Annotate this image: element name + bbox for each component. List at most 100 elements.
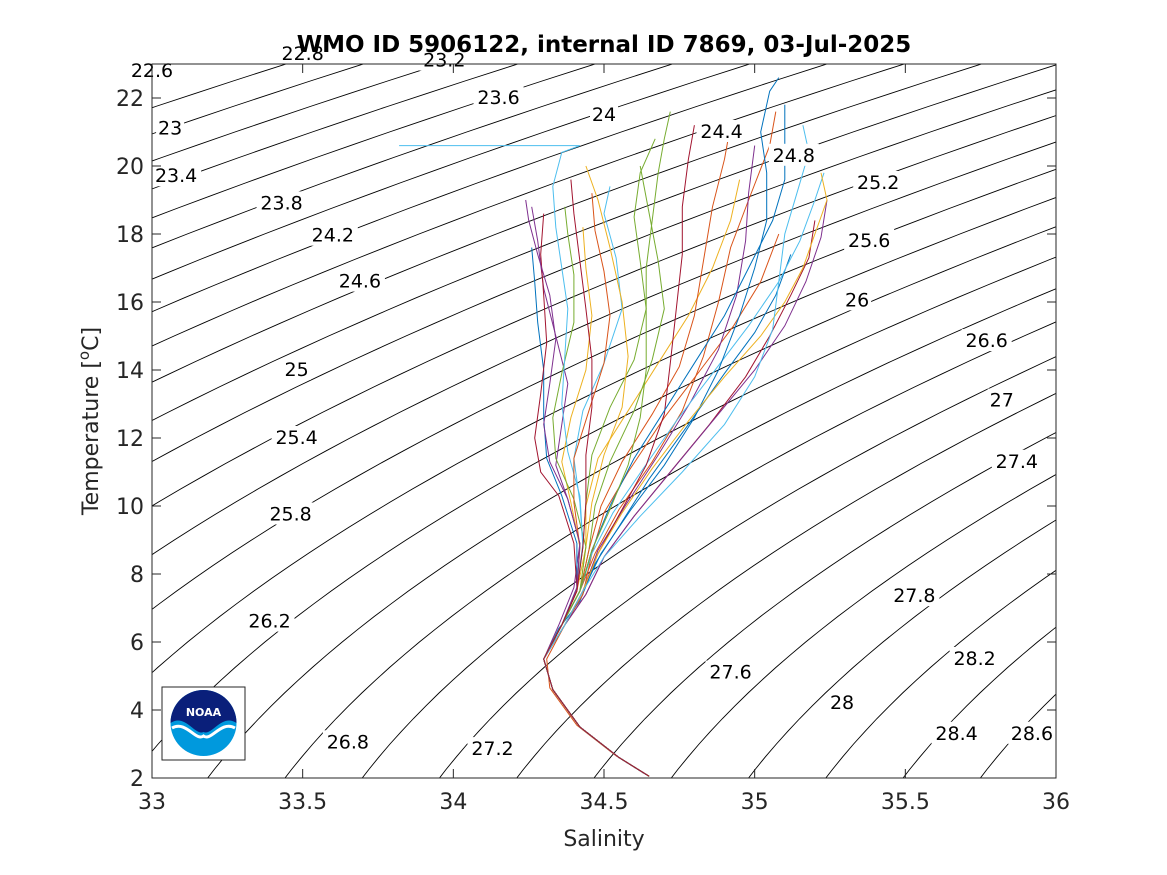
x-axis-ticks: 33 33.5 34 34.5 35 35.5 36 bbox=[138, 64, 1070, 815]
density-contour-26.4 bbox=[361, 321, 1056, 778]
y-tick-label-22: 22 bbox=[116, 87, 144, 112]
contour-label-26.6: 26.6 bbox=[966, 330, 1008, 352]
contour-label-23: 23 bbox=[158, 118, 182, 140]
density-contour-labels: 22.622.8 23.22323.62424.423.424.823.825.2… bbox=[127, 41, 1057, 760]
contour-label-bg-28.4 bbox=[931, 721, 982, 744]
density-contour-24 bbox=[152, 64, 829, 313]
contour-label-bg-27 bbox=[987, 388, 1016, 411]
contour-label-bg-25 bbox=[282, 358, 311, 380]
contour-label-28.4: 28.4 bbox=[935, 723, 977, 745]
density-contour-27.6 bbox=[825, 569, 1056, 778]
contour-label-bg-27.2 bbox=[467, 737, 518, 760]
density-contour-27.2 bbox=[670, 473, 1056, 778]
density-contour-24.4 bbox=[152, 64, 983, 383]
contour-label-bg-23.8 bbox=[256, 191, 307, 214]
contour-label-27.6: 27.6 bbox=[709, 662, 751, 684]
y-tick-label-2: 2 bbox=[130, 767, 144, 792]
y-tick-label-16: 16 bbox=[116, 291, 144, 316]
density-contour-26.8 bbox=[516, 392, 1056, 778]
density-contour-27.4 bbox=[748, 519, 1056, 778]
density-contour-23.6 bbox=[152, 64, 674, 249]
contour-label-bg-24 bbox=[590, 103, 618, 125]
contour-label-bg-23.6 bbox=[473, 86, 524, 108]
contour-label-26.2: 26.2 bbox=[248, 611, 290, 633]
contour-label-bg-28 bbox=[828, 691, 857, 714]
contour-label-28.6: 28.6 bbox=[1011, 723, 1053, 745]
contour-label-bg-26 bbox=[843, 288, 872, 311]
contour-label-22.8: 22.8 bbox=[282, 43, 324, 65]
contour-label-bg-24.4 bbox=[696, 120, 747, 142]
contour-label-bg-22.8 bbox=[277, 41, 328, 64]
contour-label-bg-26.2 bbox=[244, 609, 295, 632]
contour-label-25: 25 bbox=[285, 359, 309, 381]
noaa-logo-wave bbox=[171, 724, 236, 739]
contour-label-bg-25.8 bbox=[265, 502, 316, 525]
y-axis-label-degree: o bbox=[75, 351, 93, 360]
y-axis-label-text: Temperature [ bbox=[79, 360, 104, 516]
contour-label-23.6: 23.6 bbox=[477, 87, 519, 109]
y-tick-label-20: 20 bbox=[116, 155, 144, 180]
density-contour-25.4 bbox=[152, 168, 1056, 610]
y-tick-label-12: 12 bbox=[116, 427, 144, 452]
contour-label-bg-23.2 bbox=[419, 48, 470, 71]
contour-label-bg-24.8 bbox=[768, 143, 819, 166]
contour-label-bg-26.8 bbox=[322, 730, 373, 753]
contour-label-bg-24.6 bbox=[334, 269, 385, 292]
density-contour-26.2 bbox=[284, 288, 1056, 778]
contour-label-23.2: 23.2 bbox=[423, 50, 465, 72]
contour-label-bg-25.6 bbox=[844, 228, 895, 251]
contour-label-27.8: 27.8 bbox=[893, 585, 935, 607]
contour-label-24.6: 24.6 bbox=[339, 271, 381, 293]
y-tick-label-18: 18 bbox=[116, 223, 144, 248]
contour-label-bg-23.4 bbox=[151, 164, 202, 187]
y-axis-label-unit: C] bbox=[79, 327, 104, 351]
density-contour-27 bbox=[593, 432, 1056, 778]
x-tick-label-35.5: 35.5 bbox=[881, 790, 930, 815]
contour-label-bg-24.2 bbox=[307, 223, 358, 246]
contour-label-bg-27.4 bbox=[991, 449, 1042, 472]
noaa-logo-text: NOAA bbox=[186, 706, 222, 719]
contour-label-23.4: 23.4 bbox=[155, 165, 197, 187]
x-tick-label-34: 34 bbox=[439, 790, 467, 815]
contour-label-bg-25.2 bbox=[853, 171, 904, 193]
density-contour-26.6 bbox=[438, 356, 1056, 778]
contour-label-25.2: 25.2 bbox=[857, 172, 899, 194]
y-tick-label-6: 6 bbox=[130, 631, 144, 656]
contour-label-bg-23 bbox=[156, 116, 185, 139]
density-contour-25 bbox=[152, 115, 1056, 507]
contour-label-26: 26 bbox=[845, 289, 869, 311]
profile-series-28 bbox=[543, 179, 650, 777]
y-tick-label-14: 14 bbox=[116, 359, 144, 384]
density-contour-23.8 bbox=[152, 64, 752, 280]
density-contour-23.2 bbox=[152, 64, 520, 190]
chart-title: WMO ID 5906122, internal ID 7869, 03-Jul… bbox=[297, 32, 912, 58]
x-axis-label: Salinity bbox=[563, 827, 644, 852]
contour-label-bg-26.6 bbox=[961, 329, 1012, 352]
contour-label-27: 27 bbox=[990, 390, 1014, 412]
noaa-logo: NOAA bbox=[161, 686, 246, 761]
contour-label-25.4: 25.4 bbox=[275, 427, 317, 449]
y-axis-label: Temperature [oC] bbox=[75, 327, 104, 516]
y-tick-label-8: 8 bbox=[130, 563, 144, 588]
contour-label-25.8: 25.8 bbox=[269, 504, 311, 526]
density-contour-25.2 bbox=[152, 141, 1056, 556]
density-contour-24.8 bbox=[152, 89, 1056, 463]
x-tick-label-33: 33 bbox=[138, 790, 166, 815]
contour-label-bg-28.6 bbox=[1006, 721, 1057, 744]
density-contour-23.4 bbox=[152, 64, 597, 219]
contour-label-bg-28.2 bbox=[949, 647, 1000, 669]
contour-label-24.2: 24.2 bbox=[312, 225, 354, 247]
contour-label-28.2: 28.2 bbox=[953, 648, 995, 670]
density-contour-26 bbox=[207, 256, 1056, 778]
density-contours bbox=[152, 64, 1056, 778]
density-contour-25.8 bbox=[152, 226, 1056, 752]
contour-label-24.4: 24.4 bbox=[700, 121, 742, 143]
contour-label-24.8: 24.8 bbox=[773, 145, 815, 167]
contour-label-27.2: 27.2 bbox=[471, 738, 513, 760]
x-tick-label-34.5: 34.5 bbox=[580, 790, 629, 815]
density-contour-27.8 bbox=[902, 626, 1056, 778]
y-tick-label-4: 4 bbox=[130, 699, 144, 724]
x-tick-label-33.5: 33.5 bbox=[278, 790, 327, 815]
